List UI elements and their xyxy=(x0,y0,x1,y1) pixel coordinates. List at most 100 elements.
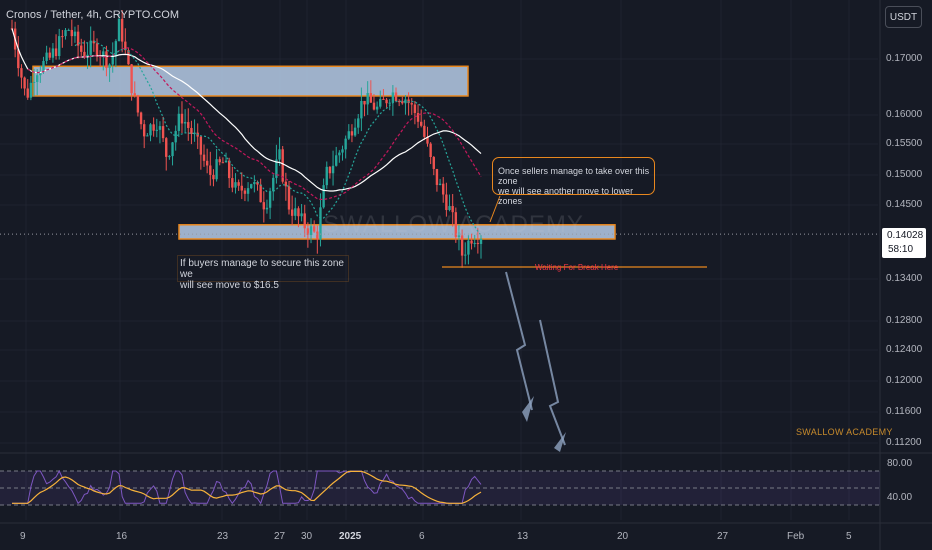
candle-body xyxy=(416,113,420,122)
candle-body xyxy=(193,132,196,134)
candle-body xyxy=(287,186,291,210)
arrow-head xyxy=(554,432,566,452)
candle-body xyxy=(262,202,266,210)
sell-note-line: Once sellers manage to take over this zo… xyxy=(498,166,650,186)
candle-body xyxy=(419,121,423,126)
candle-body xyxy=(265,207,269,210)
candle-body xyxy=(435,168,439,185)
projection-arrow xyxy=(505,271,533,411)
candle-body xyxy=(124,41,127,51)
zone-resistance xyxy=(32,65,469,97)
candle-body xyxy=(227,160,231,179)
candle-body xyxy=(76,31,80,46)
candle-body xyxy=(448,206,451,211)
candle-body xyxy=(146,135,149,137)
ma-short xyxy=(74,40,482,236)
candle-body xyxy=(221,162,225,164)
candle-body xyxy=(102,51,105,57)
candle-body xyxy=(45,52,48,61)
candle-body xyxy=(73,31,77,37)
y-tick-label: 0.12000 xyxy=(886,375,923,386)
candle-body xyxy=(294,208,297,216)
projection-arrow xyxy=(539,319,566,446)
candle-body xyxy=(92,40,96,44)
candle-body xyxy=(451,206,454,213)
candle-body xyxy=(331,165,335,174)
rsi-band xyxy=(0,471,880,505)
candle-body xyxy=(388,102,391,104)
buy-note-line: If buyers manage to secure this zone we xyxy=(180,258,344,280)
candle-body xyxy=(322,185,325,208)
candle-body xyxy=(183,122,187,124)
x-tick-label: 30 xyxy=(301,531,313,542)
candle-body xyxy=(202,154,206,161)
x-tick-label: 20 xyxy=(617,531,629,542)
candle-body xyxy=(108,64,111,69)
wait-label: Waiting For Break Here xyxy=(535,263,619,272)
candle-body xyxy=(410,103,413,105)
y-tick-label: 0.11600 xyxy=(886,406,922,417)
candle-body xyxy=(464,254,467,256)
candle-body xyxy=(243,190,247,194)
candle-body xyxy=(297,208,300,217)
buy-note[interactable]: If buyers manage to secure this zone we … xyxy=(177,255,349,291)
sell-note-line: we will see another move to lower zones xyxy=(498,186,634,206)
candle-body xyxy=(130,64,133,94)
candle-body xyxy=(426,136,429,144)
ma-long xyxy=(11,28,482,192)
candle-body xyxy=(413,104,417,114)
candle-body xyxy=(165,138,168,157)
x-tick-label: 16 xyxy=(116,531,128,542)
candle-body xyxy=(382,98,385,100)
currency-button[interactable]: USDT xyxy=(885,6,922,28)
y-tick-label: 0.14500 xyxy=(886,199,923,210)
candle-body xyxy=(35,75,39,82)
x-tick-label: 27 xyxy=(717,531,729,542)
candle-body xyxy=(174,130,177,143)
x-tick-label: 23 xyxy=(217,531,229,542)
candle-body xyxy=(335,155,338,166)
x-tick-label: 27 xyxy=(274,531,286,542)
candle-body xyxy=(429,143,432,158)
candle-body xyxy=(171,142,174,157)
y-tick-label: 0.12800 xyxy=(886,315,923,326)
candle-body xyxy=(26,88,29,98)
candle-body xyxy=(17,49,20,69)
y-tick-label: 0.16000 xyxy=(886,109,923,120)
candle-body xyxy=(363,100,366,105)
candle-body xyxy=(372,102,376,110)
watermark: SWALLOW ACADEMY xyxy=(323,211,584,238)
candle-body xyxy=(284,181,288,187)
candle-body xyxy=(114,41,118,56)
candle-body xyxy=(67,29,70,31)
candle-body xyxy=(457,235,461,237)
candle-body xyxy=(432,157,435,169)
y-tick-label: 0.11200 xyxy=(886,437,922,448)
x-tick-label: 2025 xyxy=(339,531,362,542)
candle-body xyxy=(316,231,319,240)
candle-body xyxy=(394,92,398,102)
candle-body xyxy=(205,160,209,166)
sell-note[interactable]: Once sellers manage to take over this zo… xyxy=(492,157,655,206)
candle-body xyxy=(117,18,121,42)
candle-body xyxy=(259,184,262,203)
candle-body xyxy=(155,129,158,131)
candle-body xyxy=(42,60,45,72)
candle-body xyxy=(445,194,448,211)
candle-body xyxy=(385,99,388,104)
candle-body xyxy=(379,98,382,107)
rsi-tick-label: 40.00 xyxy=(887,492,913,503)
candle-body xyxy=(29,82,33,98)
candle-body xyxy=(246,188,250,194)
candle-body xyxy=(290,209,294,216)
candle-body xyxy=(54,48,58,57)
candle-body xyxy=(212,174,215,180)
last-price-tag: 0.14028 58:10 xyxy=(882,228,926,258)
candle-body xyxy=(23,77,26,89)
candle-body xyxy=(224,160,228,163)
candle-body xyxy=(353,127,357,136)
candle-body xyxy=(80,45,83,52)
y-tick-label: 0.15500 xyxy=(886,138,923,149)
candle-body xyxy=(61,36,64,38)
